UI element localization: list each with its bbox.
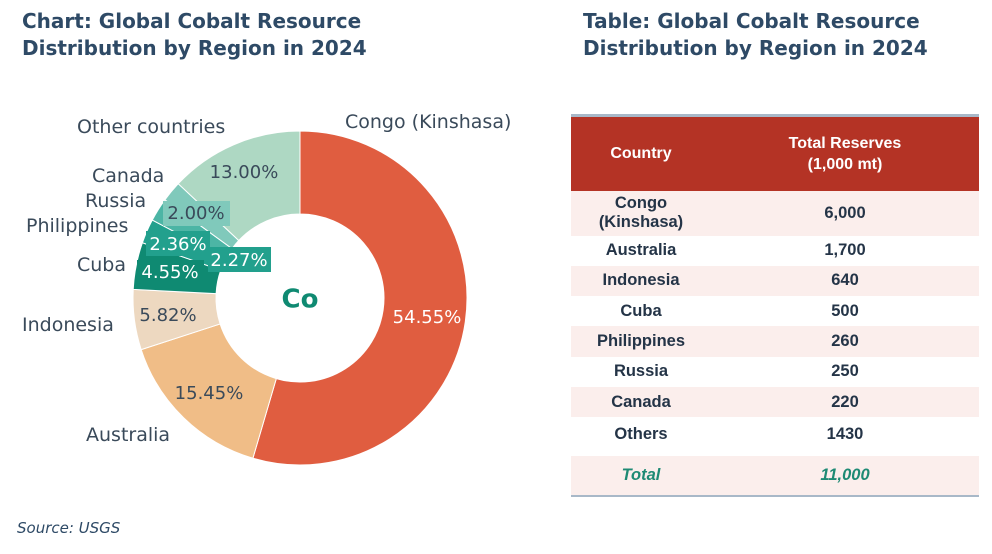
chart-title: Chart: Global Cobalt Resource Distributi… xyxy=(22,8,367,62)
row-country: Others xyxy=(614,425,668,444)
row-country: Indonesia xyxy=(602,271,680,290)
table-row: Australia 1,700 xyxy=(571,235,979,266)
row-country: Australia xyxy=(605,241,677,260)
slice-name-label: Cuba xyxy=(77,254,126,276)
row-reserves: 500 xyxy=(831,301,859,320)
table-row: Indonesia 640 xyxy=(571,265,979,297)
slice-name-label: Russia xyxy=(85,190,146,212)
slice-value-label: 2.27% xyxy=(210,250,267,271)
total-label: Total xyxy=(621,466,661,485)
table-row: Russia 250 xyxy=(571,356,979,387)
slice-value-label: 54.55% xyxy=(393,307,462,328)
slice-name-label: Philippines xyxy=(26,215,128,237)
header-reserves-line2: (1,000 mt) xyxy=(807,155,883,173)
row-reserves: 640 xyxy=(831,271,859,290)
donut-slice-congo-kinshasa xyxy=(252,130,468,466)
slice-value-label: 2.36% xyxy=(149,234,206,255)
total-value: 11,000 xyxy=(820,466,870,485)
table-header-row: Country Total Reserves (1,000 mt) xyxy=(571,115,979,191)
value-label-background xyxy=(208,247,271,272)
table-row: Cuba 500 xyxy=(571,296,979,327)
slice-value-label: 13.00% xyxy=(210,162,279,183)
row-country-line2: (Kinshasa) xyxy=(598,213,684,231)
slice-name-label: Congo (Kinshasa) xyxy=(345,111,511,133)
value-label-background xyxy=(137,260,204,285)
slice-value-label: 4.55% xyxy=(141,262,198,283)
slice-value-label: 15.45% xyxy=(175,383,244,404)
reserves-table: Country Total Reserves (1,000 mt) Congo … xyxy=(571,114,979,497)
row-country: Cuba xyxy=(620,301,662,320)
header-reserves: Total Reserves (1,000 mt) xyxy=(711,116,979,191)
chart-title-line2: Distribution by Region in 2024 xyxy=(22,36,367,60)
chart-title-line1: Chart: Global Cobalt Resource xyxy=(22,9,362,33)
row-reserves: 1430 xyxy=(826,425,864,444)
source-note: Source: USGS xyxy=(17,519,121,537)
row-country: Philippines xyxy=(596,332,685,351)
row-reserves: 6,000 xyxy=(824,203,866,222)
donut-slice-other-countries xyxy=(177,130,301,242)
value-label-background xyxy=(146,231,210,256)
reserves-table-container: Country Total Reserves (1,000 mt) Congo … xyxy=(571,114,979,497)
slice-name-label: Canada xyxy=(92,165,164,187)
header-reserves-line1: Total Reserves xyxy=(788,134,902,152)
row-country-line1: Congo xyxy=(614,194,668,212)
slice-name-label: Australia xyxy=(86,424,170,446)
row-country: Congo (Kinshasa) xyxy=(571,191,711,236)
table-title-line2: Distribution by Region in 2024 xyxy=(583,36,928,60)
row-country: Russia xyxy=(613,362,669,381)
table-title-line1: Table: Global Cobalt Resource xyxy=(583,9,920,33)
table-row: Congo (Kinshasa) 6,000 xyxy=(571,190,979,236)
slice-name-label: Indonesia xyxy=(22,314,114,336)
table-row: Philippines 260 xyxy=(571,326,979,357)
row-reserves: 250 xyxy=(831,362,859,381)
row-reserves: 220 xyxy=(831,392,859,411)
row-country: Canada xyxy=(611,392,671,411)
row-reserves: 260 xyxy=(831,332,859,351)
table-row: Others 1430 xyxy=(571,417,979,455)
center-label: Co xyxy=(282,285,319,315)
row-reserves: 1,700 xyxy=(824,241,866,260)
value-label-background xyxy=(163,201,230,226)
table-row: Canada 220 xyxy=(571,386,979,418)
table-title: Table: Global Cobalt Resource Distributi… xyxy=(583,8,928,62)
slice-value-label: 5.82% xyxy=(139,305,196,326)
slice-name-label: Other countries xyxy=(77,116,225,138)
slice-value-label: 2.00% xyxy=(167,203,224,224)
table-total-row: Total 11,000 xyxy=(571,454,979,497)
header-country: Country xyxy=(610,145,672,163)
donut-slice-australia xyxy=(140,323,277,459)
